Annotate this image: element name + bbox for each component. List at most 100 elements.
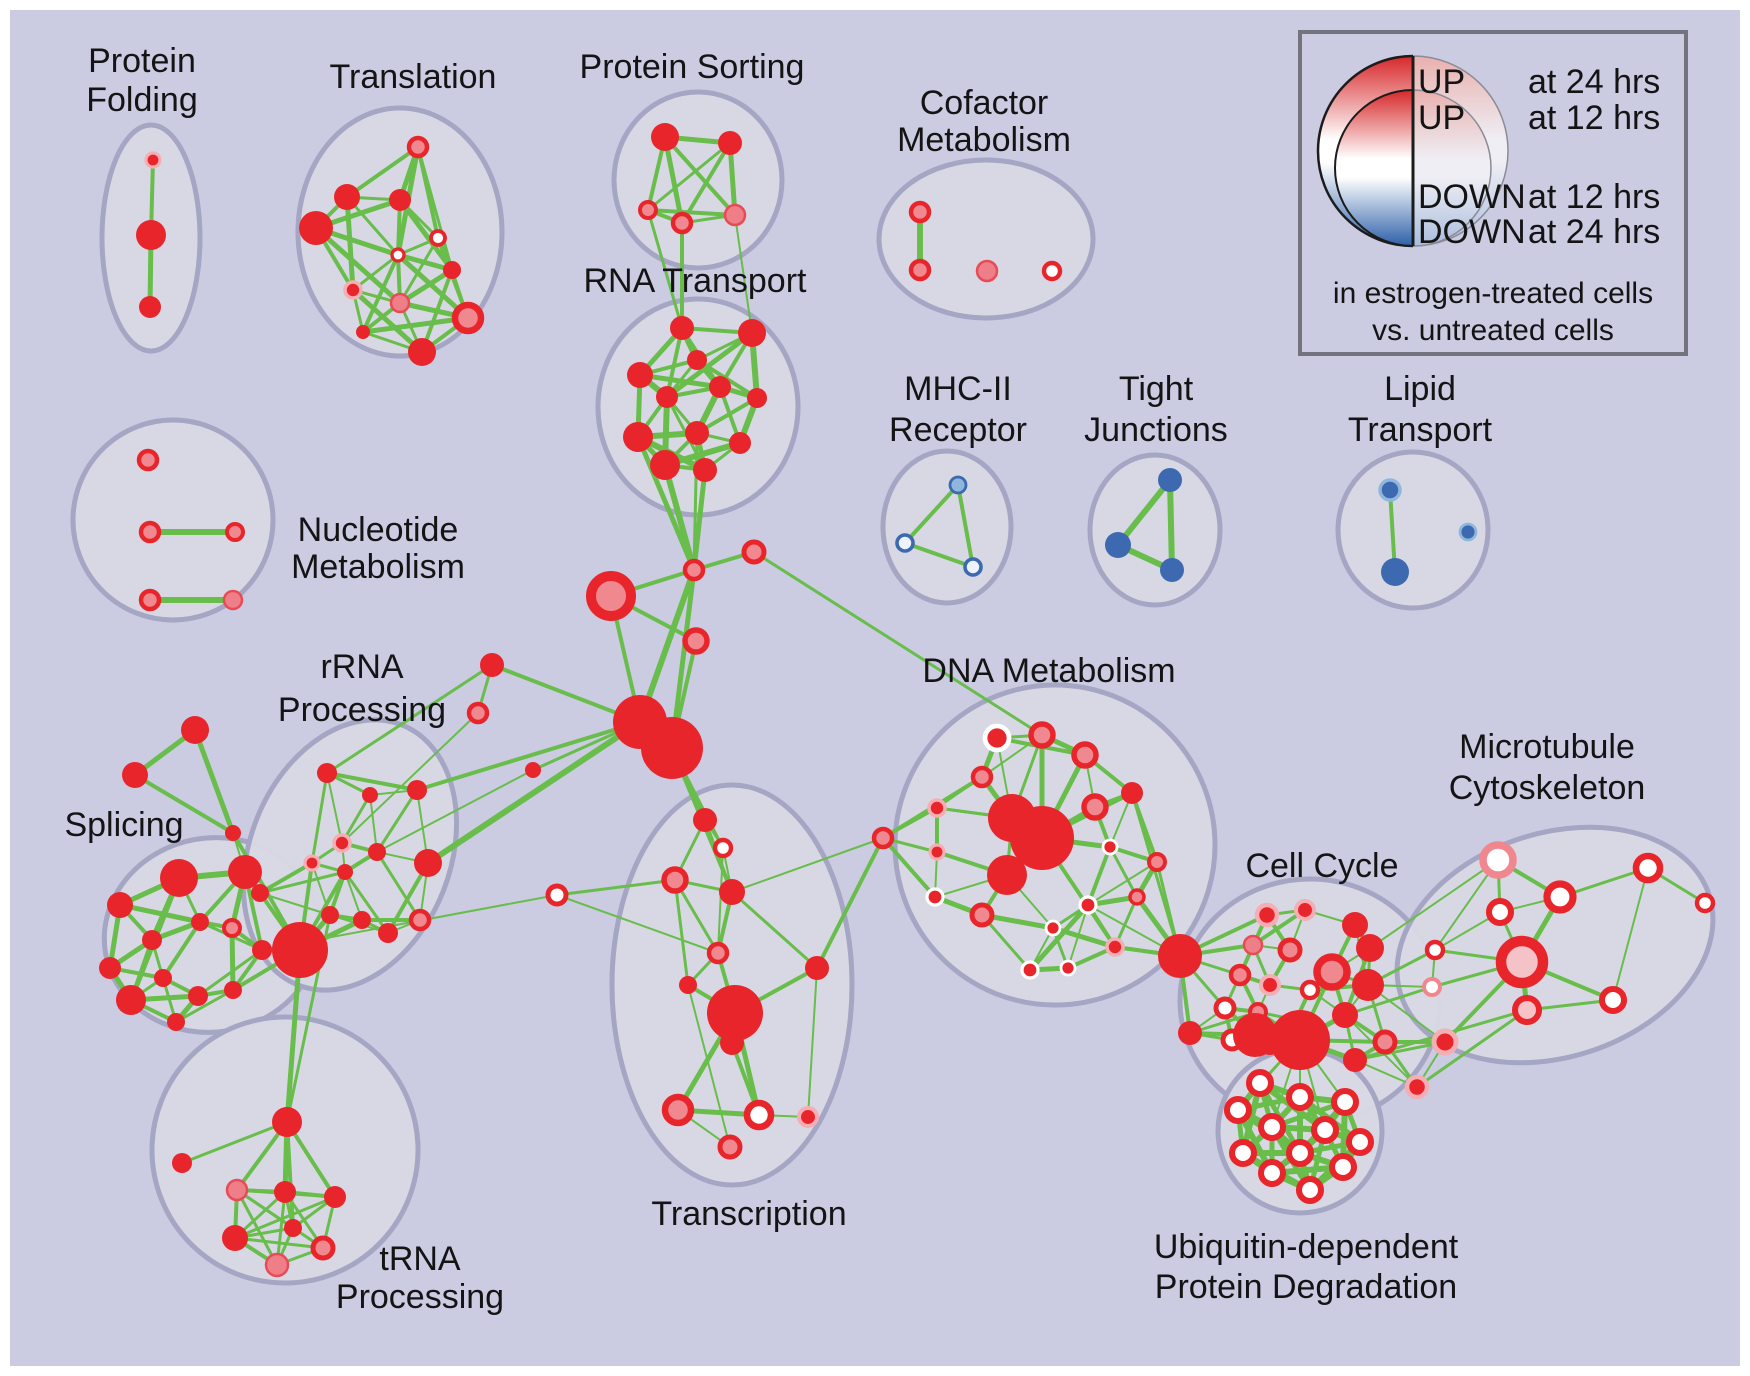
- edge-dna: [881, 836, 937, 899]
- node-translation: [408, 338, 436, 366]
- node-nucleotide: [138, 588, 162, 612]
- edge-trna: [233, 1195, 337, 1240]
- node-splicing: [252, 940, 272, 960]
- edge-trna: [180, 1120, 289, 1165]
- node-translation: [334, 184, 360, 210]
- node-trna: [225, 1178, 249, 1202]
- cluster-label-rrna: rRNA: [320, 648, 403, 686]
- edge-protein_sorting: [727, 140, 738, 218]
- edge-link-rrna-trna: [284, 947, 303, 1125]
- node-tight: [1160, 558, 1184, 582]
- node-translation: [299, 211, 333, 245]
- node-trna: [324, 1186, 346, 1208]
- node-dna: [928, 843, 946, 861]
- node-cellcycle: [1343, 1048, 1367, 1072]
- node-conn: [741, 539, 767, 565]
- node-microtubule: [1543, 880, 1577, 914]
- edge-mhc: [903, 541, 975, 569]
- node-splicing: [160, 859, 198, 897]
- node-dna: [1078, 895, 1098, 915]
- node-trna: [310, 1235, 336, 1261]
- edge-link-rna_transport-conn: [635, 434, 697, 573]
- edge-dna: [1086, 845, 1112, 907]
- node-cellcycle: [1293, 898, 1317, 922]
- node-conn: [641, 717, 703, 779]
- edge-link-conn-transcription: [555, 878, 677, 897]
- edge-translation: [395, 252, 455, 273]
- edge-link-conn-rrna: [341, 712, 479, 844]
- node-microtubule: [1632, 852, 1664, 884]
- node-mhc: [895, 533, 915, 553]
- node-protein_sorting: [638, 200, 658, 220]
- legend-time-label: at 24 hrs: [1528, 213, 1660, 251]
- edge-rrna: [375, 850, 422, 922]
- cluster-label-trna: Processing: [336, 1278, 504, 1316]
- edge-translation: [345, 145, 420, 199]
- node-microtubule: [1495, 935, 1549, 989]
- node-translation: [343, 280, 363, 300]
- node-translation: [406, 135, 430, 159]
- node-rrna: [251, 884, 269, 902]
- edge-protein_sorting: [680, 141, 732, 225]
- node-rrna: [332, 833, 352, 853]
- node-dna: [1147, 852, 1167, 872]
- edge-protein_sorting: [646, 141, 732, 212]
- node-splicing: [188, 986, 208, 1006]
- edge-link-transcription-dna: [731, 837, 884, 893]
- edge-rna_transport: [664, 330, 755, 400]
- edge-rrna: [311, 862, 331, 916]
- node-splicing: [224, 981, 242, 999]
- cluster-ellipse-protein_sorting: [611, 89, 785, 271]
- node-cellcycle: [1342, 912, 1368, 938]
- cluster-label-mhc: Receptor: [889, 411, 1027, 449]
- edge-link-conn-rrna: [376, 769, 534, 853]
- node-mhc: [948, 475, 968, 495]
- cluster-label-splicing: Splicing: [64, 806, 183, 844]
- edge-link-transcription-dna: [815, 836, 885, 970]
- node-conn: [586, 571, 636, 621]
- node-rna_transport: [685, 421, 709, 445]
- node-rrna: [321, 906, 339, 924]
- legend-glyph-vivid-half: [1316, 54, 1413, 248]
- node-trna: [264, 1252, 290, 1278]
- node-transcription: [719, 879, 745, 905]
- legend-direction-label: DOWN: [1418, 213, 1526, 251]
- node-nucleotide: [136, 448, 160, 472]
- cluster-label-protein_sorting: Protein Sorting: [580, 48, 805, 86]
- node-dna: [1158, 934, 1202, 978]
- node-dna: [1105, 937, 1125, 957]
- node-transcription: [743, 1099, 775, 1131]
- cluster-label-ubiquitin: Ubiquitin-dependent: [1154, 1228, 1459, 1266]
- node-splicing: [142, 930, 162, 950]
- node-conn: [466, 701, 490, 725]
- edge-splicing: [174, 988, 235, 1024]
- node-lipid: [1458, 522, 1478, 542]
- edge-trna: [235, 1188, 325, 1250]
- edge-rrna: [258, 870, 347, 895]
- node-ubiquitin: [1223, 1095, 1253, 1125]
- node-cofactor: [908, 258, 932, 282]
- node-transcription: [805, 956, 829, 980]
- node-microtubule: [1424, 939, 1446, 961]
- edge-dna: [1067, 904, 1089, 969]
- legend-note: in estrogen-treated cells: [1333, 277, 1653, 310]
- edge-link-conn-dna: [752, 550, 1044, 737]
- node-lipid: [1378, 478, 1402, 502]
- node-tight: [1158, 468, 1182, 492]
- nodes-layer: [99, 123, 1716, 1278]
- node-microtubule: [1512, 995, 1542, 1025]
- node-ubiquitin: [1285, 1138, 1315, 1168]
- node-rna_transport: [747, 388, 767, 408]
- legend-time-label: at 12 hrs: [1528, 178, 1660, 216]
- node-rrna: [368, 843, 386, 861]
- node-rna_transport: [729, 432, 751, 454]
- node-cellcycle: [1356, 934, 1384, 962]
- node-lipid: [1381, 558, 1409, 586]
- node-rna_transport: [623, 422, 653, 452]
- cluster-label-lipid: Transport: [1348, 411, 1493, 449]
- edge-link-cellcycle-microtubule: [1343, 985, 1434, 1017]
- edge-translation: [344, 194, 356, 293]
- edge-transcription: [673, 878, 720, 955]
- cluster-label-cofactor: Cofactor: [920, 84, 1049, 122]
- node-conn: [682, 558, 706, 582]
